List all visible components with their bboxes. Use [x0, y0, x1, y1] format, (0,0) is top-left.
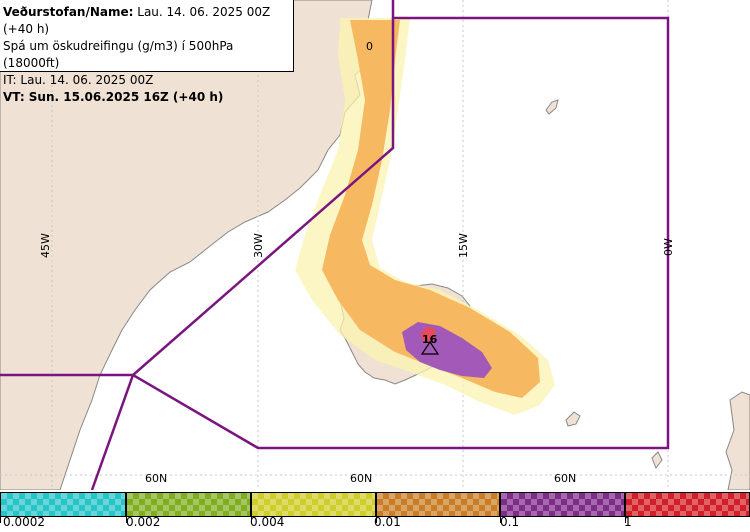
lat-label-1: 60N [145, 472, 167, 485]
legend-tick [500, 517, 501, 523]
volcano-marker-icon [420, 340, 440, 355]
ash-red-center [420, 326, 436, 342]
map-canvas: 16 0 45W 30W 15W 0W 60N 60N 60N [0, 0, 750, 490]
lon-label-0w: 0W [662, 238, 675, 256]
legend-label-4: 0.01 [374, 515, 401, 529]
legend-swatch-5 [500, 492, 625, 517]
legend-tick [376, 517, 377, 523]
subtitle: Spá um öskudreifingu (g/m3) í 500hPa (18… [3, 39, 234, 70]
legend-tick [251, 517, 252, 523]
legend-swatch-6 [625, 492, 750, 517]
island-faroe [565, 411, 581, 427]
norway-coast [725, 391, 750, 490]
contour-label: 0 [366, 40, 373, 53]
island-jan-mayen [545, 99, 559, 115]
legend-swatch-1 [0, 492, 126, 517]
legend-swatch-4 [376, 492, 500, 517]
legend-tick [625, 517, 626, 523]
region-boundary [0, 0, 670, 490]
legend-label-3: 0.004 [250, 515, 285, 529]
legend-swatch-2 [126, 492, 251, 517]
lon-label-45w: 45W [39, 233, 52, 258]
legend-label-6: 1 [624, 515, 632, 529]
legend-label-2: 0.002 [126, 515, 161, 529]
legend-label-5: 0.1 [500, 515, 520, 529]
info-box: Veðurstofan/Name: Lau. 14. 06. 2025 00Z … [0, 0, 294, 104]
valid-time: VT: Sun. 15.06.2025 16Z (+40 h) [3, 90, 224, 104]
color-legend: 0.0002 0.002 0.004 0.01 0.1 1 [0, 490, 750, 532]
title-label: Veðurstofan/Name: [3, 5, 134, 19]
lon-label-30w: 30W [252, 233, 265, 258]
source-marker-label: 16 [422, 333, 438, 346]
issue-time: IT: Lau. 14. 06. 2025 00Z [3, 73, 154, 87]
legend-swatch-3 [251, 492, 376, 517]
lat-label-2: 60N [350, 472, 372, 485]
island-shetland [651, 451, 663, 470]
map-panel[interactable]: 16 0 45W 30W 15W 0W 60N 60N 60N [0, 0, 750, 490]
lat-label-3: 60N [554, 472, 576, 485]
ash-orange-band [322, 20, 540, 398]
legend-tick [126, 517, 127, 523]
lon-label-15w: 15W [457, 233, 470, 258]
title-value: Lau. 14. 06. 2025 00Z (+40 h) [3, 5, 271, 36]
legend-label-1: 0.0002 [3, 515, 45, 529]
legend-tick [0, 517, 1, 523]
